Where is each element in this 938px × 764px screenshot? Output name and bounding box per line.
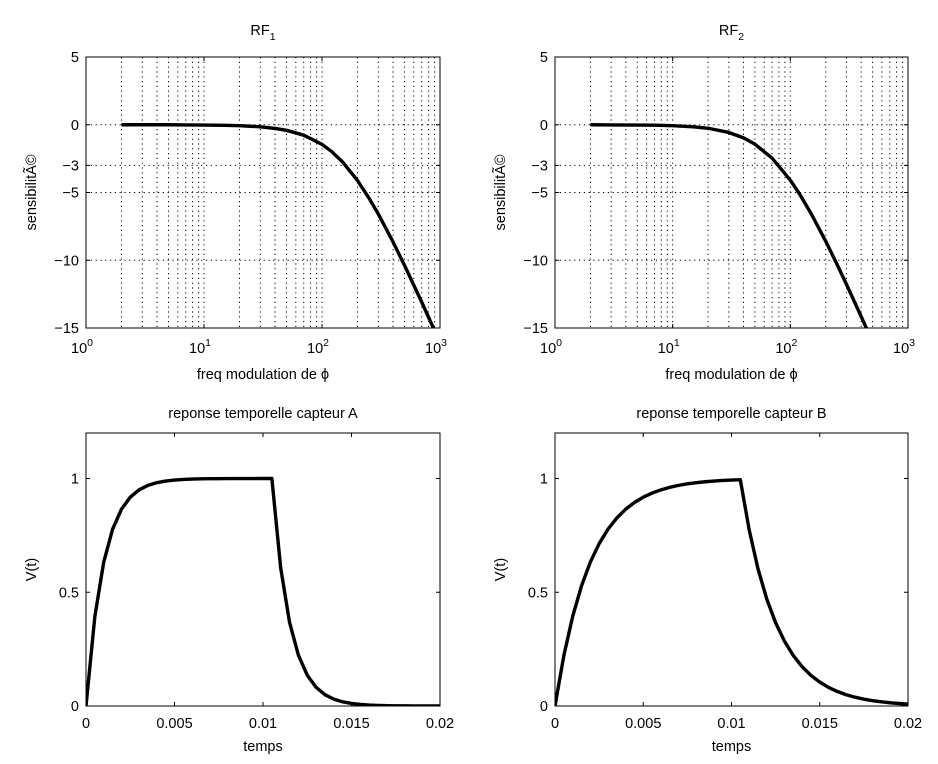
x-tick-label: 100	[71, 337, 93, 357]
x-tick-label-exponent: 3	[909, 337, 915, 349]
x-tick-label: 102	[775, 337, 797, 357]
x-tick-label: 101	[189, 337, 211, 357]
x-tick-label: 0.01	[249, 716, 277, 732]
x-tick-label: 103	[425, 337, 447, 357]
x-axis-label: freq modulation de ϕ	[665, 367, 797, 383]
subplot-4: 0 0.005 0.01 0.015 0.02 0 0.5 1 reponse temporel…	[493, 406, 922, 755]
chart-title-text: reponse temporelle capteur A	[168, 406, 358, 422]
x-tick-label-base: 10	[71, 341, 87, 357]
x-tick-label-base: 10	[775, 341, 791, 357]
x-tick-label: 0	[551, 716, 559, 732]
x-tick-label-base: 10	[425, 341, 441, 357]
y-tick-label: 1	[540, 472, 548, 488]
x-tick-label-base: 10	[307, 341, 323, 357]
chart-title-text: RF	[719, 23, 738, 39]
data-series-line	[86, 476, 440, 706]
chart-title-subscript: 1	[270, 31, 276, 43]
x-tick-label: 103	[893, 337, 915, 357]
y-tick-label: −10	[523, 253, 548, 269]
x-tick-label: 0.015	[802, 716, 838, 732]
y-tick-label: −15	[523, 321, 548, 337]
x-tick-label: 101	[658, 337, 680, 357]
y-tick-label: −3	[62, 158, 79, 174]
chart-title-subscript: 2	[738, 31, 744, 43]
y-axis-label: sensibilitÃ©	[492, 154, 509, 230]
x-tick-label: 102	[307, 337, 329, 357]
axes-box	[554, 432, 909, 707]
x-tick-label: 0.02	[894, 716, 922, 732]
x-tick-label-base: 10	[893, 341, 909, 357]
chart-title-text: RF	[250, 23, 269, 39]
y-tick-label: 0	[71, 118, 79, 134]
y-tick-label: 5	[71, 50, 79, 66]
y-tick-label: 5	[540, 50, 548, 66]
data-series-line	[590, 123, 869, 328]
chart-title: reponse temporelle capteur A	[168, 406, 358, 422]
data-series-line	[555, 477, 908, 706]
chart-title: RF1	[250, 23, 275, 43]
x-axis-label: freq modulation de ϕ	[197, 367, 329, 383]
y-tick-label: 0	[71, 699, 79, 715]
data-series-line	[121, 123, 436, 328]
y-axis-label: V(t)	[24, 558, 40, 581]
y-tick-label: −5	[531, 186, 548, 202]
x-tick-label: 0.005	[625, 716, 661, 732]
x-tick-label-base: 10	[658, 341, 674, 357]
y-tick-label: −10	[54, 253, 79, 269]
x-tick-label-exponent: 3	[441, 337, 447, 349]
x-tick-label: 0.01	[717, 716, 745, 732]
y-tick-label: 1	[71, 472, 79, 488]
y-tick-label: 0.5	[528, 585, 548, 601]
grid	[555, 57, 908, 328]
chart-title: RF2	[719, 23, 744, 43]
x-tick-label-exponent: 2	[791, 337, 797, 349]
x-tick-label: 0.02	[426, 716, 454, 732]
x-tick-label-exponent: 1	[205, 337, 211, 349]
grid	[86, 57, 440, 328]
x-tick-label-base: 10	[540, 341, 556, 357]
x-tick-label-exponent: 2	[323, 337, 329, 349]
y-axis-label: sensibilitÃ©	[23, 154, 40, 230]
x-tick-label-exponent: 0	[87, 337, 93, 349]
x-tick-label-exponent: 0	[556, 337, 562, 349]
y-axis-label: V(t)	[493, 558, 509, 581]
y-tick-label: −15	[54, 321, 79, 337]
x-tick-label: 100	[540, 337, 562, 357]
y-tick-label: 0	[540, 118, 548, 134]
y-tick-label: 0.5	[59, 585, 79, 601]
y-tick-label: 0	[540, 699, 548, 715]
x-tick-label-exponent: 1	[674, 337, 680, 349]
chart-title-text: reponse temporelle capteur B	[636, 406, 826, 422]
x-tick-label-base: 10	[189, 341, 205, 357]
chart-title: reponse temporelle capteur B	[636, 406, 826, 422]
y-tick-label: −5	[62, 186, 79, 202]
y-tick-label: −3	[531, 158, 548, 174]
x-tick-label: 0.005	[156, 716, 192, 732]
x-tick-label: 0.015	[333, 716, 369, 732]
subplot-3: 0 0.005 0.01 0.015 0.02 0 0.5 1 reponse temporel…	[24, 406, 454, 755]
x-axis-label: temps	[712, 739, 752, 755]
axes-box	[85, 432, 441, 707]
x-tick-label: 0	[82, 716, 90, 732]
x-axis-label: temps	[243, 739, 283, 755]
